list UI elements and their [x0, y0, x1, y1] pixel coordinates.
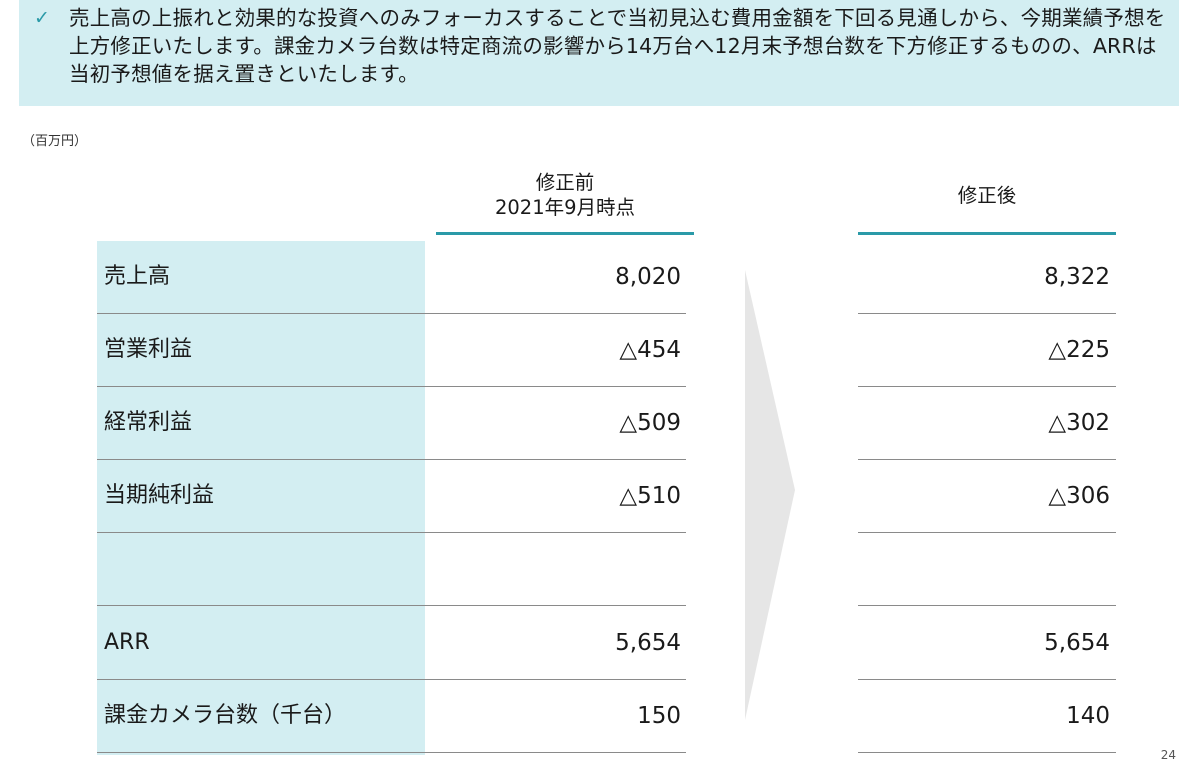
row-divider [97, 458, 686, 460]
summary-callout: ✓ 売上高の上振れと効果的な投資へのみフォーカスすることで当初見込む費用金額を下… [19, 0, 1179, 106]
value-before: △454 [619, 337, 681, 363]
row-divider [858, 604, 1116, 606]
value-after: 8,322 [1044, 264, 1110, 290]
row-divider [97, 604, 686, 606]
value-after: △225 [1048, 337, 1110, 363]
header-before-title: 修正前 [535, 171, 595, 194]
value-before: 8,020 [615, 264, 681, 290]
value-before: △509 [619, 410, 681, 436]
row-divider [97, 678, 686, 680]
page-number: 24 [1160, 748, 1176, 759]
chevron-right-icon [745, 270, 795, 720]
summary-text: 売上高の上振れと効果的な投資へのみフォーカスすることで当初見込む費用金額を下回る… [69, 6, 1166, 86]
row-divider [858, 531, 1116, 533]
row-divider [858, 385, 1116, 387]
row-divider [858, 678, 1116, 680]
row-label: ARR [104, 630, 150, 655]
value-before: 5,654 [615, 630, 681, 656]
unit-label: （百万円） [22, 134, 88, 149]
label-column-background [97, 241, 425, 755]
checkmark-icon: ✓ [34, 7, 50, 29]
value-after: 5,654 [1044, 630, 1110, 656]
value-after: 140 [1066, 703, 1110, 729]
row-divider [97, 531, 686, 533]
header-before-rule [436, 232, 694, 235]
header-before-date: 2021年9月時点 [494, 196, 636, 219]
value-before: △510 [619, 483, 681, 509]
row-label: 経常利益 [104, 410, 193, 435]
row-divider [97, 312, 686, 314]
row-divider [858, 751, 1116, 753]
row-divider [858, 312, 1116, 314]
row-label: 当期純利益 [104, 483, 215, 508]
row-label: 売上高 [104, 264, 171, 289]
row-divider [97, 385, 686, 387]
value-after: △306 [1048, 483, 1110, 509]
row-divider [858, 458, 1116, 460]
value-after: △302 [1048, 410, 1110, 436]
row-divider [97, 751, 686, 753]
header-after-rule [858, 232, 1116, 235]
row-label: 営業利益 [104, 337, 193, 362]
value-before: 150 [637, 703, 681, 729]
header-before: 修正前 2021年9月時点 [436, 170, 694, 220]
header-after: 修正後 [957, 184, 1017, 207]
row-label: 課金カメラ台数（千台） [104, 703, 347, 728]
